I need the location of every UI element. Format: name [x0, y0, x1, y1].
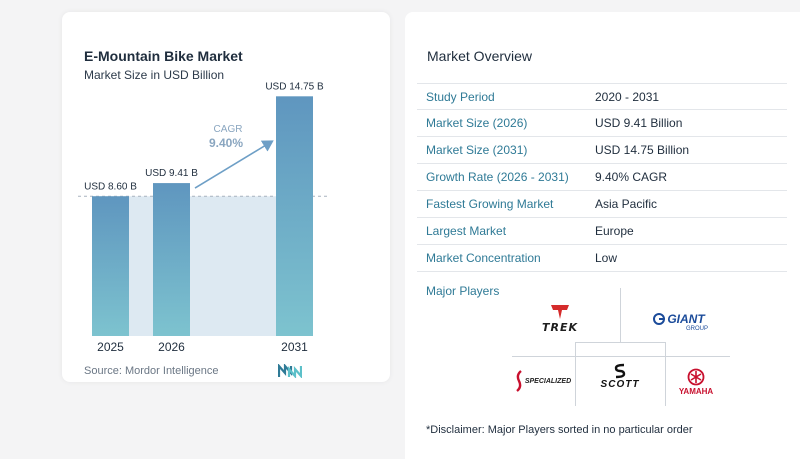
- overview-value: Low: [595, 251, 618, 265]
- bar-2025: [92, 196, 129, 336]
- chart-subtitle: Market Size in USD Billion: [84, 68, 225, 82]
- specialized-wordmark: SPECIALIZED: [524, 377, 572, 385]
- overview-value: Europe: [595, 224, 634, 238]
- overview-label: Market Concentration: [426, 251, 541, 265]
- overview-table: Study Period 2020 - 2031 Market Size (20…: [417, 83, 787, 272]
- giant-emblem-icon: [653, 313, 666, 325]
- scott-logo: SCOTT: [590, 356, 650, 396]
- trek-emblem-icon: [551, 304, 569, 319]
- overview-value: 9.40% CAGR: [595, 170, 668, 184]
- giant-wordmark: GIANT: [667, 312, 705, 326]
- source-note: Source: Mordor Intelligence: [84, 365, 219, 377]
- overview-label: Study Period: [426, 89, 495, 104]
- bar-2026: [153, 183, 190, 336]
- data-label-2031: USD 14.75 B: [265, 81, 324, 92]
- overview-row: Growth Rate (2026 - 2031) 9.40% CAGR: [417, 164, 787, 191]
- grid-divider: [620, 288, 621, 342]
- trek-wordmark: TREK: [541, 320, 578, 334]
- overview-card: [405, 12, 800, 459]
- overview-row: Study Period 2020 - 2031: [417, 83, 787, 110]
- data-label-2025: USD 8.60 B: [84, 181, 137, 192]
- specialized-logo: SPECIALIZED: [512, 366, 574, 396]
- source-prefix: Source:: [84, 365, 122, 377]
- grid-divider: [665, 342, 666, 406]
- grid-divider: [575, 342, 576, 406]
- tick-label-2026: 2026: [158, 340, 185, 354]
- bar-chart: USD 8.60 B 2025 USD 9.41 B 2026 USD 14.75 B 2…: [78, 81, 328, 354]
- overview-label: Market Size (2026): [426, 116, 528, 130]
- chart-title: E-Mountain Bike Market: [84, 48, 243, 64]
- yamaha-emblem-icon: [687, 368, 705, 386]
- cagr-arrow: [194, 140, 274, 189]
- cagr-value: 9.40%: [209, 136, 243, 150]
- grid-divider: [512, 356, 730, 357]
- overview-row: Largest Market Europe: [417, 218, 787, 245]
- overview-row: Fastest Growing Market Asia Pacific: [417, 191, 787, 218]
- overview-row: Market Size (2031) USD 14.75 Billion: [417, 137, 787, 164]
- tick-label-2025: 2025: [97, 340, 124, 354]
- overview-value: USD 9.41 Billion: [595, 116, 683, 130]
- source-name: Mordor Intelligence: [124, 365, 219, 377]
- giant-subtext: GROUP: [685, 326, 708, 332]
- cagr-label: CAGR: [214, 124, 243, 135]
- overview-label: Growth Rate (2026 - 2031): [426, 170, 569, 184]
- overview-value: USD 14.75 Billion: [595, 143, 690, 157]
- bar-2031: [276, 96, 313, 336]
- tick-label-2031: 2031: [281, 340, 308, 354]
- yamaha-logo: YAMAHA: [668, 364, 724, 400]
- major-players-title: Major Players: [426, 284, 500, 298]
- trek-logo: TREK: [528, 300, 592, 336]
- overview-row: Market Size (2026) USD 9.41 Billion: [417, 110, 787, 137]
- data-label-2026: USD 9.41 B: [145, 168, 198, 179]
- overview-title: Market Overview: [427, 48, 533, 64]
- giant-logo: GIANT GROUP: [644, 310, 714, 334]
- overview-value: Asia Pacific: [595, 197, 658, 211]
- yamaha-wordmark: YAMAHA: [678, 387, 714, 396]
- overview-label: Fastest Growing Market: [426, 197, 554, 211]
- mordor-logo-icon: [278, 364, 302, 378]
- disclaimer: *Disclaimer: Major Players sorted in no …: [426, 424, 693, 436]
- overview-row: Market Concentration Low: [417, 245, 787, 272]
- scott-emblem-icon: [614, 363, 626, 378]
- overview-label: Market Size (2031): [426, 143, 528, 157]
- specialized-emblem-icon: [516, 370, 522, 392]
- overview-value: 2020 - 2031: [595, 89, 660, 104]
- grid-divider: [575, 342, 665, 343]
- overview-label: Largest Market: [426, 224, 507, 238]
- scott-wordmark: SCOTT: [600, 378, 640, 390]
